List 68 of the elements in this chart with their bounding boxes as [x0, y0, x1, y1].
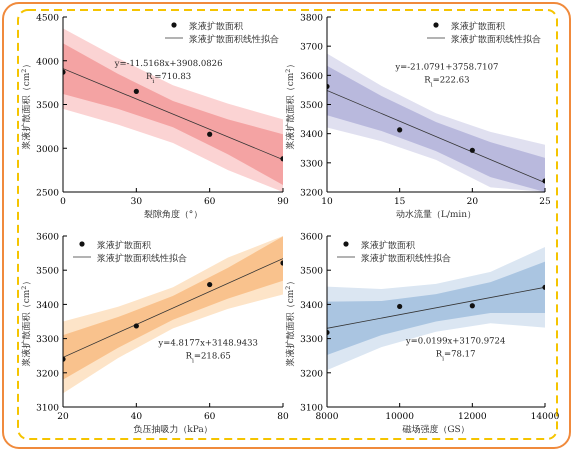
x-tick-label: 40: [130, 412, 142, 422]
y-tick-label: 4000: [36, 57, 60, 68]
legend-label: 浆液扩散面积: [361, 240, 415, 251]
x-axis-title: 磁场强度（GS）: [401, 424, 470, 435]
x-tick-label: 90: [277, 197, 289, 207]
y-tick-label: 3100: [36, 404, 60, 414]
y-tick-label: 3100: [300, 404, 324, 414]
y-tick-label: 3200: [36, 369, 60, 380]
x-tick-label: 30: [130, 197, 142, 207]
x-tick-label: 60: [204, 412, 216, 422]
y-tick-label: 3000: [36, 144, 60, 155]
y-tick-label: 3200: [300, 369, 324, 380]
point: [470, 303, 475, 308]
x-tick-label: 10: [321, 197, 333, 207]
x-tick-label: 14000: [530, 412, 560, 422]
x-tick-label: 20: [57, 412, 69, 422]
legend-label: 浆液扩散面积线性拟合: [451, 34, 541, 45]
x-tick-label: 25: [539, 197, 551, 207]
point: [470, 148, 475, 153]
y-tick-label: 3600: [300, 232, 324, 242]
y-tick-label: 3600: [36, 232, 60, 242]
y-tick-label: 3300: [300, 159, 324, 170]
x-tick-label: 8000: [316, 412, 339, 422]
annotation: R$_{i}$=710.83: [146, 72, 192, 84]
annotation: y=-21.0791+3758.7107: [394, 62, 498, 72]
x-tick-label: 0: [60, 197, 66, 207]
annotation: y=0.0199x+3170.9724: [404, 336, 506, 347]
y-tick-label: 2500: [36, 188, 60, 198]
y-tick-label: 3400: [36, 300, 60, 311]
x-axis-title: 动水流量（L/min）: [396, 209, 476, 220]
y-tick-label: 3500: [36, 101, 60, 111]
y-tick-label: 3200: [300, 188, 324, 198]
x-tick-label: 15: [394, 197, 406, 207]
legend-label: 浆液扩散面积: [97, 240, 151, 251]
legend-label: 浆液扩散面积线性拟合: [97, 253, 187, 264]
y-tick-label: 3500: [36, 266, 60, 277]
legend-label: 浆液扩散面积线性拟合: [189, 34, 279, 45]
point: [207, 132, 212, 137]
y-tick-label: 3800: [300, 14, 324, 24]
x-axis-title: 负压抽吸力（kPa）: [133, 424, 213, 435]
y-tick-label: 3700: [300, 42, 324, 53]
y-tick-label: 3300: [300, 335, 324, 346]
y-tick-label: 4500: [36, 14, 60, 24]
point: [134, 88, 139, 94]
y-tick-label: 3600: [300, 72, 324, 82]
x-tick-label: 60: [204, 197, 216, 207]
legend-label: 浆液扩散面积: [189, 21, 243, 32]
annotation: R$_{i}$=222.63: [424, 76, 470, 88]
x-tick-label: 10000: [385, 412, 414, 422]
point: [397, 127, 402, 132]
y-tick-label: 3300: [36, 335, 60, 346]
annotation: y=4.8177x+3148.9433: [157, 338, 258, 348]
y-tick-label: 3500: [300, 266, 324, 277]
annotation: R$_{i}$=78.17: [436, 350, 476, 362]
point: [207, 282, 212, 288]
annotation: y=-11.5168x+3908.0826: [114, 59, 223, 69]
y-tick-label: 3400: [300, 300, 324, 311]
x-axis-title: 裂隙角度（°）: [144, 209, 202, 220]
x-tick-label: 12000: [458, 412, 487, 422]
legend-label: 浆液扩散面积: [451, 21, 505, 32]
x-tick-label: 20: [466, 197, 478, 207]
annotation: R$_{i}$=218.65: [186, 351, 231, 364]
point: [397, 304, 402, 310]
y-tick-label: 3500: [300, 101, 324, 111]
x-tick-label: 80: [277, 412, 289, 422]
legend-label: 浆液扩散面积线性拟合: [361, 253, 451, 264]
point: [134, 323, 139, 329]
y-tick-label: 3400: [300, 130, 324, 140]
